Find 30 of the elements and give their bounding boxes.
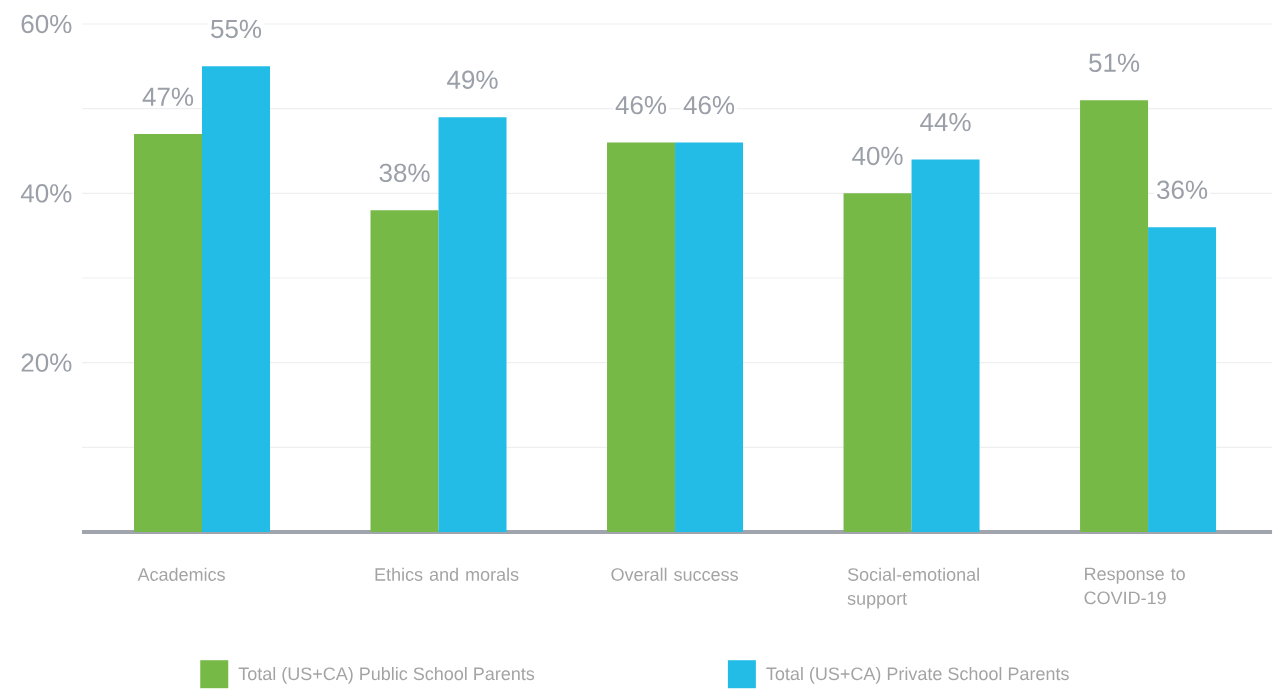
data-label: 44% <box>920 113 971 132</box>
bar <box>1080 100 1149 532</box>
x-tick-label: Ethics and morals <box>375 567 519 581</box>
data-label: 46% <box>615 95 667 115</box>
data-label: 55% <box>211 19 262 39</box>
data-label: 49% <box>447 70 498 89</box>
bar <box>370 210 439 532</box>
bar <box>438 117 507 532</box>
data-label: 46% <box>683 95 735 115</box>
bar <box>675 142 744 532</box>
x-tick-label: Social-emotional support <box>847 567 979 609</box>
bar <box>134 134 203 532</box>
x-tick-label: Overall success <box>611 567 738 581</box>
data-label: 47% <box>142 87 194 106</box>
data-label: 51% <box>1089 53 1140 72</box>
y-tick-label: 60% <box>21 14 72 34</box>
bar <box>202 66 271 532</box>
legend-label: Total (US+CA) Public School Parents <box>238 666 535 684</box>
bar <box>911 159 980 532</box>
y-tick-label: 40% <box>20 184 72 203</box>
bar <box>1148 227 1217 532</box>
y-tick-label: 20% <box>21 353 72 372</box>
x-tick-label: Response to COVID-19 <box>1084 567 1185 605</box>
bar <box>607 142 676 532</box>
bar <box>843 193 912 532</box>
x-tick-label: Academics <box>137 567 225 581</box>
data-label: 36% <box>1157 180 1208 199</box>
data-label: 38% <box>379 163 430 183</box>
legend-label: Total (US+CA) Private School Parents <box>766 666 1069 684</box>
data-label: 40% <box>852 146 903 166</box>
